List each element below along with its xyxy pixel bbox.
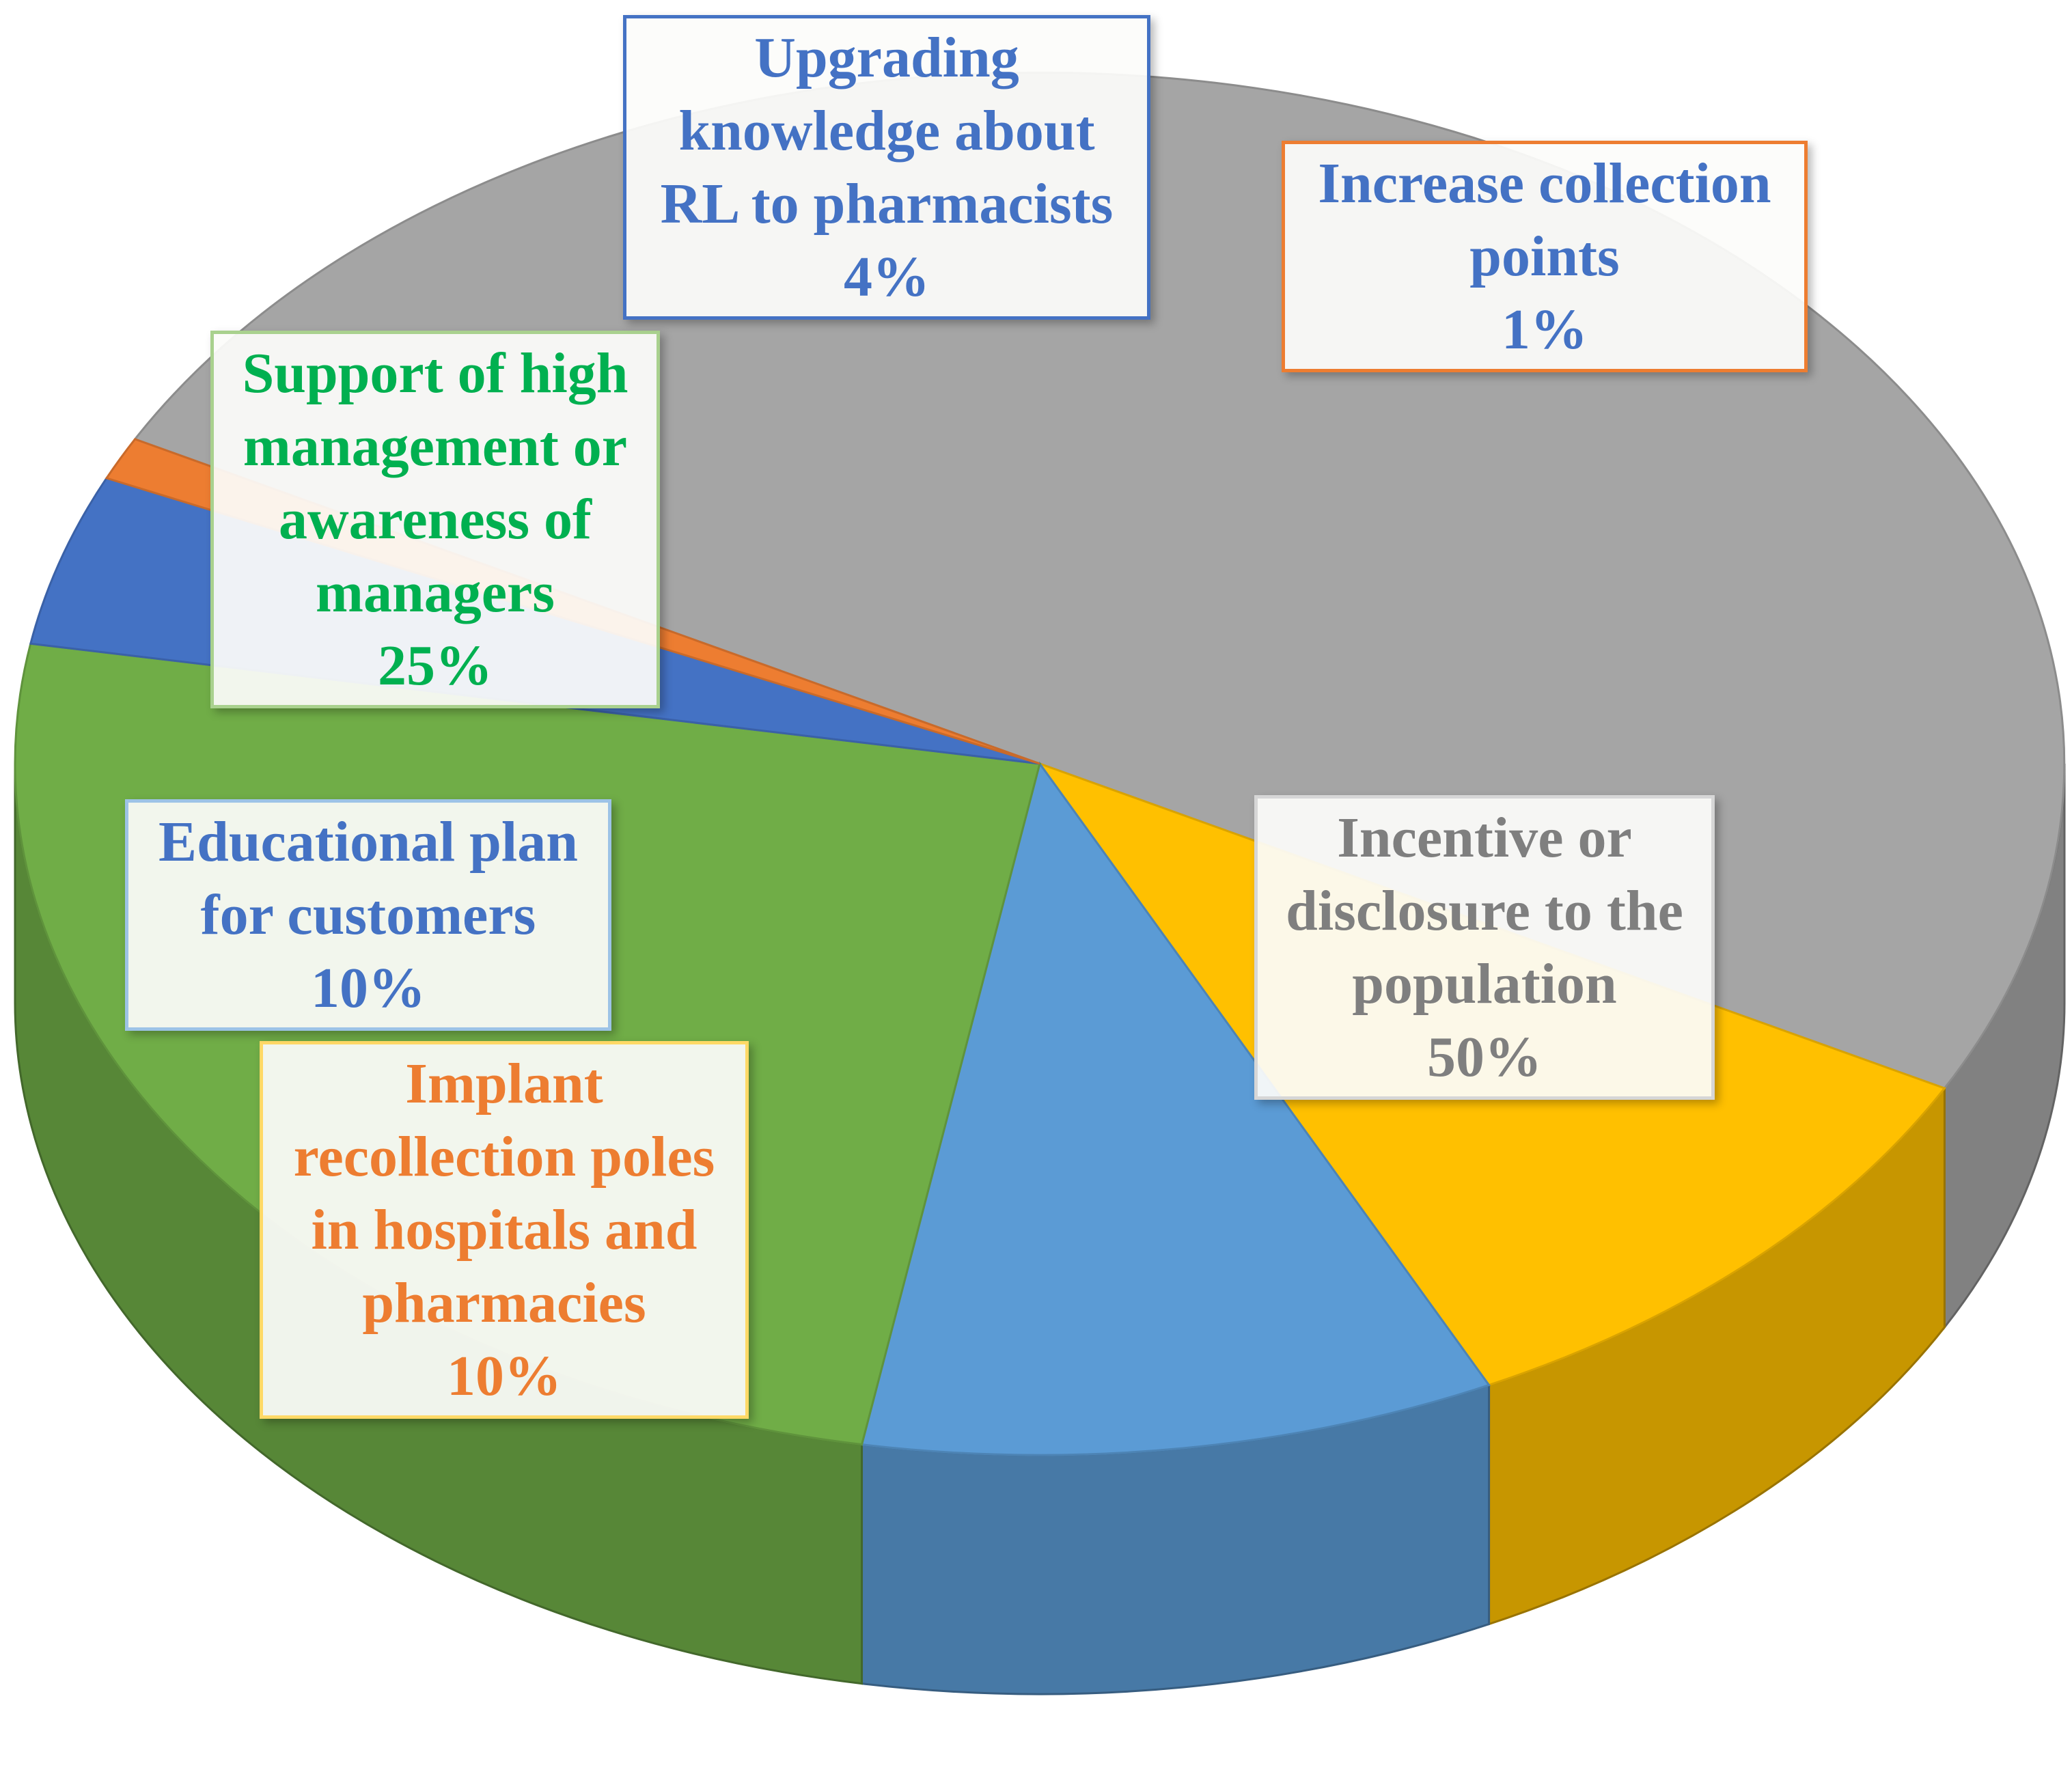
label-implant: Implant recollection poles in hospitals … bbox=[260, 1041, 749, 1419]
label-support-line-2: management or bbox=[243, 415, 628, 478]
label-incentive-line-2: disclosure to the bbox=[1286, 879, 1683, 943]
label-increase: Increase collection points 1% bbox=[1282, 141, 1808, 372]
label-educational-line-1: Educational plan bbox=[158, 810, 578, 874]
label-increase-line-2: points bbox=[1469, 225, 1620, 288]
label-upgrading: Upgrading knowledge about RL to pharmaci… bbox=[623, 15, 1150, 320]
label-incentive: Incentive or disclosure to the populatio… bbox=[1254, 795, 1715, 1100]
label-implant-line-1: Implant bbox=[405, 1052, 603, 1115]
label-educational-pct: 10% bbox=[311, 956, 426, 1020]
label-upgrading-line-2: knowledge about bbox=[678, 99, 1095, 163]
label-incentive-pct: 50% bbox=[1427, 1025, 1542, 1089]
label-increase-pct: 1% bbox=[1502, 298, 1588, 361]
label-increase-line-1: Increase collection bbox=[1318, 152, 1771, 215]
pie-slice-educational-plan-for-customers bbox=[860, 761, 1491, 1456]
label-support-pct: 25% bbox=[378, 634, 493, 697]
label-implant-line-2: recollection poles bbox=[293, 1125, 715, 1189]
label-implant-line-3: in hospitals and bbox=[311, 1198, 697, 1262]
label-incentive-line-1: Incentive or bbox=[1337, 806, 1632, 870]
label-educational: Educational plan for customers 10% bbox=[125, 799, 611, 1031]
label-educational-line-2: for customers bbox=[200, 883, 536, 947]
label-support-line-1: Support of high bbox=[242, 342, 628, 405]
label-support-line-3: awareness of bbox=[278, 488, 592, 551]
label-implant-pct: 10% bbox=[447, 1344, 562, 1408]
label-upgrading-pct: 4% bbox=[844, 245, 930, 309]
label-upgrading-line-1: Upgrading bbox=[754, 26, 1019, 89]
label-upgrading-line-3: RL to pharmacists bbox=[660, 172, 1114, 236]
label-support-line-4: managers bbox=[316, 561, 555, 624]
label-incentive-line-3: population bbox=[1352, 952, 1617, 1016]
pie-sides bbox=[14, 763, 2066, 1695]
label-implant-line-4: pharmacies bbox=[362, 1271, 646, 1335]
label-support: Support of high management or awareness … bbox=[210, 331, 660, 708]
